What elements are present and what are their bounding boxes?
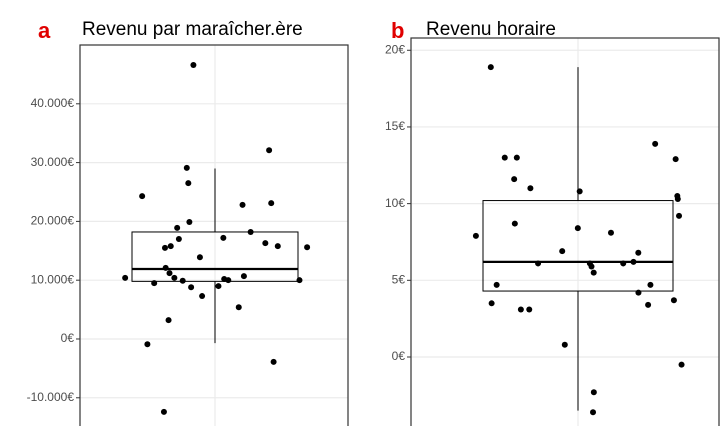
chart-title: Revenu horaire bbox=[426, 19, 556, 40]
point bbox=[162, 264, 169, 271]
point bbox=[221, 276, 228, 283]
chart-title: Revenu par maraîcher.ère bbox=[82, 19, 303, 40]
point bbox=[527, 185, 534, 192]
point bbox=[590, 269, 597, 276]
point bbox=[161, 244, 168, 251]
y-tick-label: 40.000€ bbox=[31, 96, 75, 110]
point bbox=[517, 306, 524, 313]
point bbox=[175, 236, 182, 243]
point bbox=[247, 228, 254, 235]
box bbox=[131, 231, 299, 282]
point bbox=[652, 140, 659, 147]
y-tick-label: 0€ bbox=[61, 331, 75, 345]
box bbox=[482, 200, 674, 292]
point bbox=[590, 389, 597, 396]
point bbox=[166, 270, 173, 277]
point bbox=[678, 361, 685, 368]
point bbox=[239, 201, 246, 208]
point bbox=[561, 341, 568, 348]
point bbox=[240, 273, 247, 280]
point bbox=[160, 408, 167, 415]
point bbox=[535, 260, 542, 267]
y-tick-label: 20€ bbox=[385, 42, 405, 56]
y-tick-label: 30.000€ bbox=[31, 155, 75, 169]
y-tick-label: -10.000€ bbox=[27, 390, 75, 404]
panel-label: a bbox=[38, 18, 51, 43]
point bbox=[188, 284, 195, 291]
point bbox=[268, 200, 275, 207]
point bbox=[196, 254, 203, 261]
point bbox=[501, 154, 508, 161]
point bbox=[266, 147, 273, 154]
y-tick-label: 10€ bbox=[385, 196, 405, 210]
point bbox=[235, 304, 242, 311]
point bbox=[270, 358, 277, 365]
point bbox=[215, 283, 222, 290]
point bbox=[274, 243, 281, 250]
point bbox=[472, 232, 479, 239]
point bbox=[607, 229, 614, 236]
point bbox=[647, 281, 654, 288]
point bbox=[487, 64, 494, 71]
point bbox=[190, 61, 197, 68]
point bbox=[151, 280, 158, 287]
point bbox=[576, 188, 583, 195]
point bbox=[674, 196, 681, 203]
point bbox=[220, 234, 227, 241]
point bbox=[186, 218, 193, 225]
y-tick-label: 5€ bbox=[392, 272, 406, 286]
point bbox=[588, 263, 595, 270]
point bbox=[526, 306, 533, 313]
point bbox=[670, 297, 677, 304]
point bbox=[620, 260, 627, 267]
point bbox=[174, 224, 181, 231]
point bbox=[574, 225, 581, 232]
point bbox=[199, 293, 206, 300]
point bbox=[139, 193, 146, 200]
point bbox=[493, 281, 500, 288]
panel-label: b bbox=[391, 18, 404, 43]
point bbox=[513, 154, 520, 161]
point bbox=[167, 243, 174, 250]
point bbox=[179, 277, 186, 284]
point bbox=[511, 220, 518, 227]
point bbox=[635, 289, 642, 296]
point bbox=[630, 258, 637, 265]
point bbox=[635, 249, 642, 256]
panel-border bbox=[410, 37, 720, 426]
point bbox=[511, 176, 518, 183]
point bbox=[645, 301, 652, 308]
point bbox=[304, 244, 311, 251]
point bbox=[672, 156, 679, 163]
point bbox=[262, 240, 269, 247]
point bbox=[183, 164, 190, 171]
point bbox=[185, 180, 192, 187]
y-tick-label: 15€ bbox=[385, 119, 405, 133]
y-tick-label: 10.000€ bbox=[31, 272, 75, 286]
point bbox=[676, 212, 683, 219]
point bbox=[144, 341, 151, 348]
point bbox=[122, 274, 129, 281]
point bbox=[488, 300, 495, 307]
point bbox=[171, 274, 178, 281]
point bbox=[590, 409, 597, 416]
panel-border bbox=[79, 44, 349, 426]
point bbox=[296, 277, 303, 284]
y-tick-label: 20.000€ bbox=[31, 214, 75, 228]
y-tick-label: 0€ bbox=[392, 349, 406, 363]
point bbox=[559, 248, 566, 255]
point bbox=[165, 317, 172, 324]
